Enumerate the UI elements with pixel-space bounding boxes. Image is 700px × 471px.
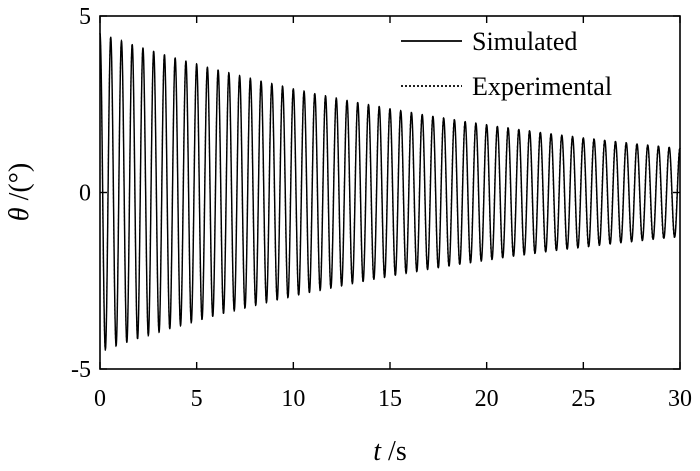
series-line-experimental — [99, 32, 681, 351]
y-tick-label-1: 0 — [79, 181, 91, 207]
y-tick-label-0: -5 — [71, 357, 91, 383]
x-axis-title: t /s — [373, 436, 406, 467]
plot-layer: 0 5 10 15 20 25 30-505 — [71, 4, 692, 412]
legend-label-simulated: Simulated — [472, 27, 577, 56]
x-tick-label-1: 5 — [191, 386, 203, 412]
ticks-layer: 0 5 10 15 20 25 30-505 — [71, 4, 692, 412]
x-axis-unit: /s — [381, 436, 407, 467]
series-layer — [99, 32, 681, 351]
y-axis-title: θ /(°) — [4, 163, 35, 221]
legend-label-experimental: Experimental — [472, 72, 612, 101]
y-axis-unit: /(°) — [4, 163, 35, 208]
x-tick-label-0: 0 — [94, 386, 106, 412]
x-tick-label-4: 20 — [475, 386, 499, 412]
y-axis-symbol: θ — [4, 207, 35, 221]
legend: Simulated Experimental — [401, 27, 612, 101]
x-tick-label-3: 15 — [378, 386, 402, 412]
x-axis-symbol: t — [373, 436, 382, 467]
x-tick-label-6: 30 — [668, 386, 692, 412]
x-tick-label-5: 25 — [571, 386, 595, 412]
x-tick-label-2: 10 — [281, 386, 305, 412]
y-tick-label-2: 5 — [79, 4, 91, 30]
